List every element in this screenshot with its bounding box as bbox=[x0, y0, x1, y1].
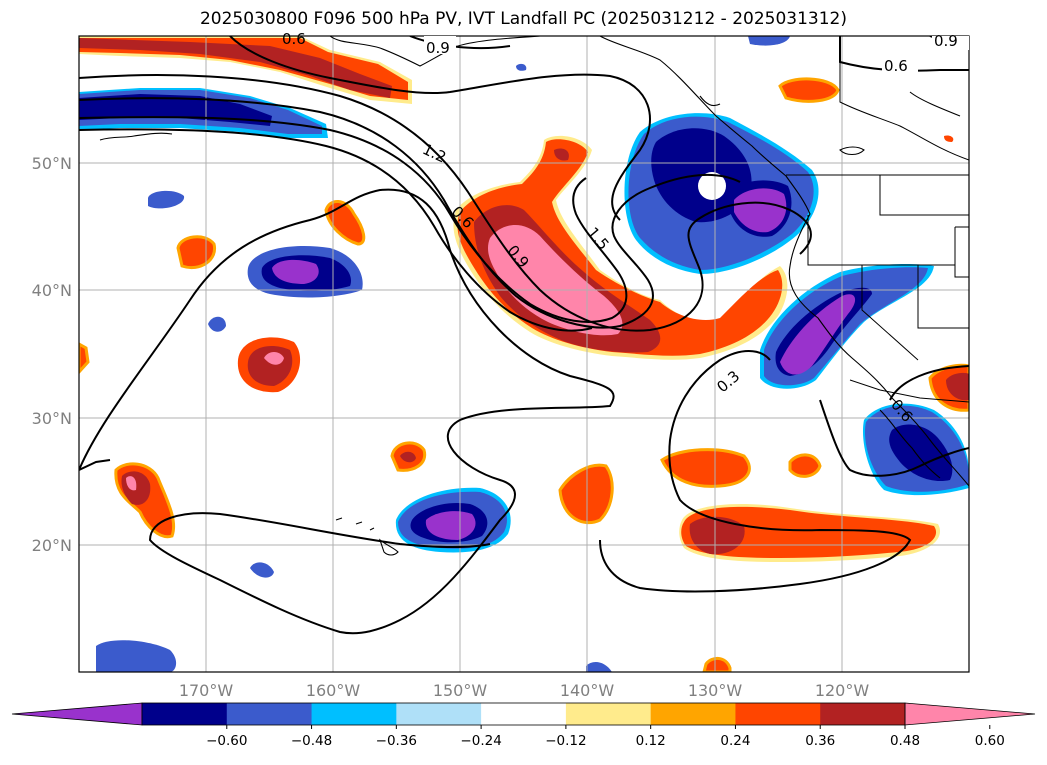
colorbar-segment bbox=[820, 703, 906, 725]
anomaly-small-positive-1 bbox=[176, 235, 217, 269]
colorbar-tick-label: 0.12 bbox=[636, 733, 666, 749]
anomaly-small-positive-2 bbox=[324, 200, 366, 246]
longitude-labels: 170°W 160°W 150°W 140°W 130°W 120°W bbox=[179, 681, 870, 700]
latitude-label: 40°N bbox=[32, 281, 72, 300]
anomaly-bottom-left-negative bbox=[96, 640, 177, 672]
longitude-label: 120°W bbox=[815, 681, 870, 700]
political-borders bbox=[786, 36, 969, 403]
longitude-label: 130°W bbox=[688, 681, 743, 700]
colorbar-segment bbox=[142, 703, 228, 725]
map-gridlines bbox=[79, 36, 969, 672]
colorbar-segment bbox=[311, 703, 397, 725]
colorbar-tick-label: −0.24 bbox=[460, 733, 501, 749]
coastlines bbox=[99, 36, 969, 556]
latitude-label: 50°N bbox=[32, 154, 72, 173]
colorbar-segment bbox=[396, 703, 482, 725]
anomaly-negative-baja bbox=[863, 403, 969, 496]
colorbar-segment bbox=[650, 703, 736, 725]
colorbar-segment bbox=[565, 703, 652, 725]
latitude-label: 20°N bbox=[32, 536, 72, 555]
anomaly-negative-150w-22n bbox=[395, 487, 511, 553]
latitude-label: 30°N bbox=[32, 409, 72, 428]
colorbar-tick-label: −0.48 bbox=[291, 733, 332, 749]
colorbar-tick-label: −0.60 bbox=[206, 733, 247, 749]
contour-label: 0.6 bbox=[282, 30, 306, 48]
colorbar-segment bbox=[735, 703, 821, 725]
colorbar-tick-label: 0.24 bbox=[720, 733, 750, 749]
map-content bbox=[79, 36, 969, 672]
anomaly-left-edge-positive bbox=[79, 342, 90, 375]
anomaly-small-negative bbox=[148, 190, 185, 209]
colorbar-tick-label: 0.60 bbox=[975, 733, 1005, 749]
anomaly-negative-california bbox=[760, 264, 934, 389]
longitude-label: 160°W bbox=[306, 681, 361, 700]
anomaly-positive-right-edge bbox=[928, 363, 969, 412]
colorbar-tick-label: −0.12 bbox=[545, 733, 586, 749]
figure-title: 2025030800 F096 500 hPa PV, IVT Landfall… bbox=[199, 9, 847, 29]
longitude-label: 150°W bbox=[433, 681, 488, 700]
anomaly-positive-left-22n bbox=[114, 462, 175, 539]
latitude-labels: 50°N 40°N 30°N 20°N bbox=[32, 154, 72, 555]
anomaly-negative-165w-40n bbox=[247, 246, 363, 298]
colorbar-frame bbox=[141, 702, 906, 726]
anomaly-small-negative-3 bbox=[250, 562, 274, 578]
contour-label: 0.9 bbox=[426, 39, 450, 57]
map-frame bbox=[78, 35, 970, 673]
colorbar-tick-label: 0.48 bbox=[890, 733, 920, 749]
anomaly-positive-130w-25n bbox=[660, 448, 751, 488]
colorbar-tick-label: −0.36 bbox=[376, 733, 417, 749]
contour-label: 0.9 bbox=[934, 32, 958, 50]
colorbar: −0.60 −0.48 −0.36 −0.24 −0.12 0.12 0.24 0.36 0.4… bbox=[11, 702, 1036, 749]
colorbar-extend-max bbox=[904, 702, 1036, 726]
colorbar-segment bbox=[226, 703, 313, 725]
anomaly-small-negative-2 bbox=[208, 316, 226, 332]
colorbar-segment bbox=[481, 703, 567, 725]
longitude-label: 170°W bbox=[179, 681, 234, 700]
contour-label: 0.6 bbox=[884, 57, 908, 75]
colorbar-tick-label: 0.36 bbox=[805, 733, 835, 749]
anomaly-top-left-positive bbox=[79, 36, 412, 104]
anomaly-main-positive-streamer bbox=[453, 135, 788, 360]
anomaly-small-positive-4 bbox=[558, 463, 614, 525]
longitude-label: 140°W bbox=[560, 681, 615, 700]
colorbar-extend-min bbox=[11, 702, 143, 726]
anomaly-positive-165w-33n bbox=[237, 337, 301, 393]
